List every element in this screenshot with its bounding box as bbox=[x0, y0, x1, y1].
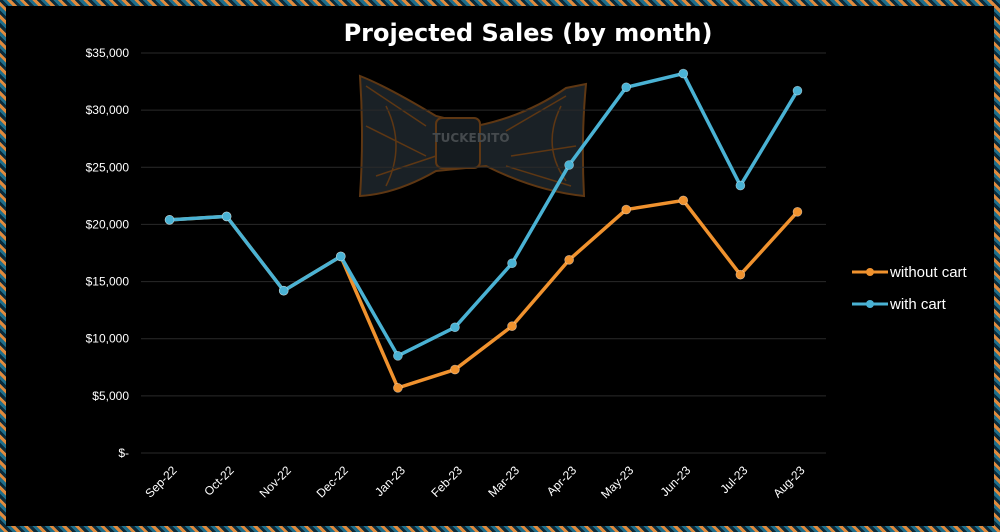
x-tick-label: Dec-22 bbox=[314, 463, 351, 500]
legend-label: with cart bbox=[889, 296, 947, 313]
x-tick-label: Oct-22 bbox=[201, 463, 237, 499]
x-tick-label: Feb-23 bbox=[428, 463, 465, 500]
x-tick-label: May-23 bbox=[598, 463, 636, 501]
legend-entry-without-cart: without cart bbox=[852, 264, 968, 281]
data-point bbox=[450, 364, 460, 375]
y-tick-label: $25,000 bbox=[86, 160, 130, 174]
data-point bbox=[564, 255, 574, 265]
legend: without cart with cart bbox=[852, 264, 968, 313]
series-lines bbox=[164, 68, 803, 393]
data-point bbox=[507, 321, 517, 331]
x-tick-label: Aug-23 bbox=[770, 463, 807, 500]
y-tick-label: $- bbox=[118, 446, 129, 460]
data-point bbox=[450, 322, 460, 333]
series-with-cart bbox=[164, 68, 803, 361]
x-tick-label: Nov-22 bbox=[257, 463, 294, 500]
series-line bbox=[169, 71, 799, 358]
data-point bbox=[792, 207, 803, 217]
data-point bbox=[507, 258, 517, 269]
y-tick-label: $15,000 bbox=[86, 275, 130, 289]
watermark-text: TUCKEDITO bbox=[432, 131, 509, 145]
data-point bbox=[335, 251, 346, 262]
line-chart: TUCKEDITO Projected Sales (by month) $-$… bbox=[86, 19, 968, 501]
data-point bbox=[678, 68, 689, 79]
x-tick-label: Jun-23 bbox=[658, 463, 694, 499]
data-point bbox=[564, 160, 574, 170]
data-point bbox=[678, 195, 689, 206]
data-point bbox=[221, 211, 232, 222]
data-point bbox=[164, 215, 175, 225]
data-point bbox=[621, 82, 632, 93]
x-tick-label: Sep-22 bbox=[142, 463, 179, 500]
data-point bbox=[735, 180, 746, 191]
legend-swatch-marker bbox=[866, 268, 874, 276]
x-tick-label: Jan-23 bbox=[372, 463, 408, 499]
y-axis-ticks: $- $5,000 $10,000 $15,000 $20,000 $25,000 $30,… bbox=[86, 46, 130, 460]
data-point bbox=[393, 351, 403, 361]
data-point bbox=[393, 383, 403, 393]
legend-label: without cart bbox=[889, 264, 968, 281]
x-tick-label: Apr-23 bbox=[544, 463, 580, 499]
data-point bbox=[792, 85, 803, 96]
bow-tie-logo: TUCKEDITO bbox=[358, 74, 588, 198]
x-axis-ticks: Sep-22 Oct-22 Nov-22 Dec-22 Jan-23 Feb-23 Mar-… bbox=[142, 463, 807, 501]
y-tick-label: $5,000 bbox=[92, 389, 129, 403]
gridlines bbox=[141, 52, 826, 454]
data-point bbox=[735, 269, 746, 280]
y-tick-label: $35,000 bbox=[86, 46, 130, 60]
chart-area: TUCKEDITO Projected Sales (by month) $- $… bbox=[6, 6, 994, 526]
data-point bbox=[278, 285, 289, 296]
x-tick-label: Jul-23 bbox=[717, 463, 750, 496]
data-point bbox=[621, 204, 632, 215]
chart-title: Projected Sales (by month) bbox=[344, 19, 713, 47]
legend-swatch-marker bbox=[866, 300, 874, 308]
y-tick-label: $10,000 bbox=[86, 332, 130, 346]
y-tick-label: $20,000 bbox=[86, 217, 130, 231]
legend-entry-with-cart: with cart bbox=[852, 296, 947, 313]
y-tick-label: $30,000 bbox=[86, 103, 130, 117]
x-tick-label: Mar-23 bbox=[485, 463, 522, 500]
